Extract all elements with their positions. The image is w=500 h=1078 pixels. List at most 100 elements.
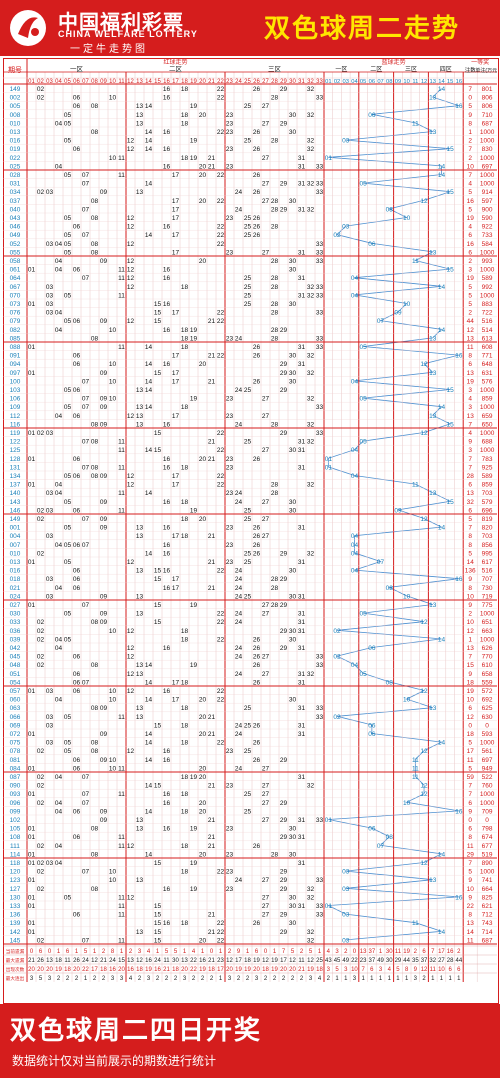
blue-ball-number: 14: [438, 327, 446, 334]
prize-count: 59: [467, 774, 475, 781]
red-ball-number: 06: [73, 757, 81, 764]
stats-blue-value: 2: [327, 976, 331, 982]
red-ball-number: 30: [289, 447, 297, 454]
issue-number: 028: [10, 172, 21, 179]
prize-amount: 820: [482, 525, 493, 532]
issue-number: 013: [10, 129, 21, 136]
blue-ball-number: 02: [333, 714, 341, 721]
issue-number: 078: [10, 748, 21, 755]
red-ball-number: 23: [226, 129, 234, 136]
red-ball-number: 06: [73, 473, 81, 480]
red-ball-number: 07: [82, 464, 90, 471]
prize-amount: 949: [482, 765, 493, 772]
red-ball-number: 05: [64, 241, 72, 248]
stats-red-value: 1: [183, 949, 187, 955]
red-ball-number: 04: [55, 327, 63, 334]
issue-number: 010: [10, 550, 21, 557]
red-ball-number: 18: [181, 774, 189, 781]
prize-amount: 1000: [480, 740, 495, 747]
red-ball-number: 16: [163, 456, 171, 463]
red-ball-number: 14: [145, 387, 153, 394]
stats-blue-value: 45: [334, 958, 341, 964]
red-ball-number: 16: [163, 267, 171, 274]
issue-number: 040: [10, 206, 21, 213]
red-ball-number: 20: [199, 163, 207, 170]
red-ball-number: 06: [73, 267, 81, 274]
red-ball-number: 25: [244, 103, 252, 110]
red-ball-number: 08: [91, 705, 99, 712]
blue-ball-number: 12: [420, 688, 428, 695]
stats-red-value: 18: [172, 967, 179, 973]
prize-count: 5: [468, 284, 472, 291]
red-ball-number: 12: [127, 688, 135, 695]
red-ball-number: 18: [181, 464, 189, 471]
prize-count: 2: [468, 310, 472, 317]
red-ball-number: 33: [316, 877, 324, 884]
blue-ball-number: 01: [325, 456, 333, 463]
prize-amount: 610: [482, 662, 493, 669]
prize-count: 1: [468, 636, 472, 643]
red-ball-number: 14: [145, 731, 153, 738]
red-ball-number: 11: [118, 275, 125, 282]
prize-amount: 1000: [480, 155, 495, 162]
red-ball-number: 26: [253, 636, 261, 643]
blue-ball-number: 16: [455, 103, 463, 110]
red-ball-number: 31: [298, 206, 306, 213]
stats-blue-value: 7: [361, 967, 365, 973]
red-ball-number: 28: [271, 327, 279, 334]
red-ball-number: 26: [253, 757, 261, 764]
red-ball-number: 23: [226, 249, 234, 256]
page-title: 双色球周二走势: [263, 13, 460, 43]
red-ball-number: 26: [253, 378, 261, 385]
red-ball-number: 03: [46, 301, 54, 308]
prize-amount: 733: [482, 232, 493, 239]
red-ball-number: 11: [118, 267, 125, 274]
red-number-header: 20: [199, 79, 206, 85]
red-ball-number: 12: [127, 413, 135, 420]
stats-blue-value: 23: [360, 958, 367, 964]
red-ball-number: 03: [46, 284, 54, 291]
red-ball-number: 04: [55, 163, 63, 170]
stats-blue-value: 12: [421, 967, 428, 973]
issue-number: 027: [10, 602, 21, 609]
issue-number: 118: [10, 860, 21, 867]
issue-number: 102: [10, 817, 21, 824]
prize-amount: 677: [482, 843, 493, 850]
issue-number: 070: [10, 292, 21, 299]
stats-blue-value: 13: [360, 949, 367, 955]
issue-number: 060: [10, 697, 21, 704]
prize-amount: 651: [482, 619, 493, 626]
issue-number: 022: [10, 155, 21, 162]
red-ball-number: 08: [91, 619, 99, 626]
red-ball-number: 10: [109, 697, 117, 704]
prize-count: 7: [468, 172, 472, 179]
issue-number: 096: [10, 800, 21, 807]
prize-amount: 741: [482, 877, 493, 884]
red-ball-number: 11: [118, 292, 125, 299]
stats-red-value: 21: [100, 958, 107, 964]
blue-ball-number: 13: [429, 490, 437, 497]
prize-count: 9: [468, 112, 472, 119]
red-ball-number: 13: [136, 387, 144, 394]
red-ball-number: 13: [136, 103, 144, 110]
red-ball-number: 05: [64, 404, 72, 411]
stats-red-value: 3: [120, 976, 124, 982]
stats-blue-value: 2: [344, 949, 348, 955]
stats-red-value: 6: [66, 949, 70, 955]
red-ball-number: 32: [307, 886, 315, 893]
red-ball-number: 27: [262, 516, 270, 523]
red-ball-number: 23: [226, 869, 234, 876]
stats-red-value: 2: [273, 976, 277, 982]
prize-amount: 572: [482, 688, 493, 695]
stats-red-value: 2: [300, 949, 304, 955]
red-ball-number: 28: [271, 335, 279, 342]
red-ball-number: 31: [298, 834, 306, 841]
red-ball-number: 16: [163, 275, 171, 282]
red-ball-number: 31: [298, 628, 306, 635]
red-ball-number: 29: [280, 645, 288, 652]
prize-amount: 621: [482, 903, 493, 910]
red-ball-number: 11: [118, 834, 125, 841]
red-ball-number: 33: [316, 714, 324, 721]
prize-count: 6: [468, 249, 472, 256]
prize-count: 5: [468, 740, 472, 747]
